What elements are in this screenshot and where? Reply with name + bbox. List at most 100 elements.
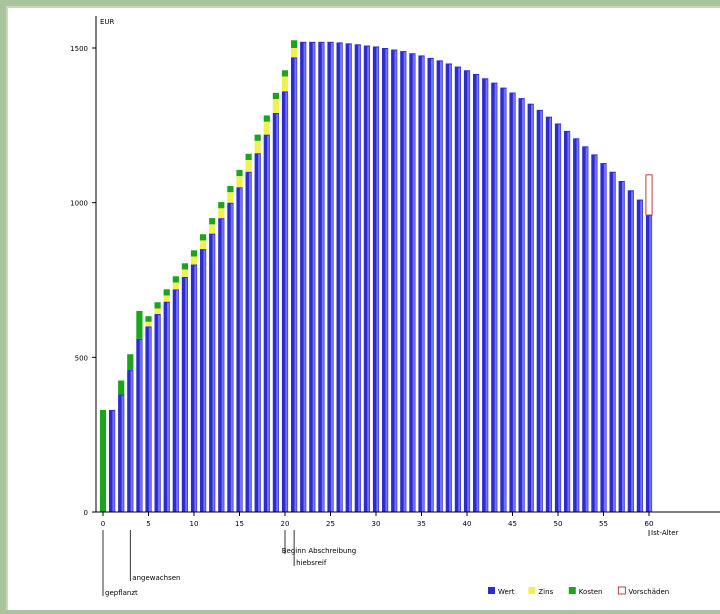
bar-kosten-4: [136, 310, 143, 339]
bar-wert-highlight-45: [512, 93, 515, 512]
bar-wert-highlight-37: [440, 61, 443, 513]
bar-wert-18: [263, 134, 270, 512]
bar-wert-highlight-46: [521, 99, 525, 512]
bar-wert-39: [454, 66, 461, 512]
bar-wert-17: [254, 153, 261, 512]
bar-wert-41: [473, 73, 480, 512]
bar-wert-highlight-20: [285, 92, 288, 512]
bar-wert-3: [127, 369, 134, 512]
bar-wert-14: [227, 202, 234, 512]
bar-wert-highlight-14: [230, 203, 233, 512]
bar-zins-5: [145, 321, 152, 327]
bar-wert-highlight-16: [248, 172, 252, 512]
bar-wert-highlight-8: [176, 290, 179, 512]
bar-wert-highlight-25: [330, 42, 333, 513]
bar-zins-7: [163, 295, 170, 302]
bar-wert-highlight-15: [239, 188, 242, 512]
bar-wert-59: [636, 199, 643, 512]
bar-kosten-0: [99, 409, 107, 512]
bar-wert-47: [527, 103, 534, 513]
bar-wert-highlight-32: [394, 50, 397, 513]
bar-wert-1: [109, 409, 116, 512]
bar-wert-highlight-44: [503, 88, 506, 512]
bar-wert-highlight-31: [385, 49, 388, 512]
bar-wert-highlight-34: [412, 54, 415, 512]
bar-wert-43: [491, 82, 498, 513]
bar-zins-21: [291, 48, 298, 58]
bars-group: [99, 40, 653, 513]
bar-wert-highlight-36: [430, 58, 434, 512]
bar-wert-highlight-24: [321, 42, 324, 513]
bar-wert-37: [436, 60, 443, 513]
bar-wert-60: [645, 215, 653, 513]
bar-wert-27: [345, 43, 352, 513]
bar-wert-40: [463, 70, 471, 512]
y-ticks-group: 0 500 1000 1500: [70, 45, 96, 517]
bar-wert-highlight-47: [531, 104, 534, 513]
bar-wert-29: [363, 45, 370, 513]
bar-wert-45: [509, 92, 516, 512]
bar-wert-highlight-26: [339, 43, 343, 512]
bar-zins-11: [200, 240, 207, 250]
x-ticks-group: 0 5 10 15 20 25 30 35 40 45 50 55 60: [101, 512, 654, 528]
bar-wert-20: [281, 91, 289, 512]
bar-wert-highlight-1: [112, 410, 115, 512]
x-tick-label-0: 0: [101, 520, 105, 528]
bar-wert-highlight-18: [267, 135, 270, 512]
bar-wert-highlight-43: [494, 83, 497, 513]
bar-wert-highlight-49: [549, 117, 552, 512]
bar-wert-49: [545, 116, 552, 512]
bar-wert-56: [609, 171, 616, 512]
bar-zins-16: [245, 159, 252, 172]
bar-wert-highlight-27: [349, 44, 352, 513]
bar-wert-23: [309, 41, 316, 513]
bar-wert-38: [445, 63, 452, 512]
bar-zins-9: [181, 269, 188, 277]
bar-wert-highlight-42: [485, 79, 488, 512]
legend-swatch-zins: [528, 587, 536, 594]
bar-wert-35: [418, 55, 425, 512]
bar-wert-24: [318, 41, 325, 513]
bar-zins-20: [281, 76, 289, 92]
bar-wert-26: [336, 42, 343, 512]
bar-wert-52: [573, 138, 580, 513]
x-tick-label-5: 5: [146, 520, 150, 528]
x-tick-label-60: 60: [645, 520, 654, 528]
legend-label-kosten: Kosten: [579, 588, 603, 596]
x-tick-label-20: 20: [281, 520, 290, 528]
bar-wert-highlight-23: [312, 42, 315, 513]
legend-swatch-kosten: [568, 587, 576, 594]
bar-kosten-2: [118, 380, 125, 395]
bar-kosten-12: [209, 218, 216, 225]
bar-wert-57: [618, 181, 625, 512]
y-tick-label-0: 0: [84, 509, 88, 517]
bar-wert-5: [145, 326, 152, 512]
x-tick-label-35: 35: [417, 520, 426, 528]
bar-kosten-20: [281, 70, 289, 77]
bar-wert-highlight-60: [649, 216, 652, 513]
bar-zins-18: [263, 121, 270, 135]
bar-wert-55: [600, 163, 607, 512]
bar-zins-19: [272, 99, 279, 113]
bar-wert-16: [245, 171, 252, 512]
bar-kosten-18: [263, 115, 270, 122]
bar-kosten-10: [190, 250, 198, 257]
annotation-label-ist-alter: Ist-Alter: [651, 529, 679, 537]
bar-chart: EUR 0 500 1000 1500 0 5 10 15 20 25 30 35 40 45 50 55 6…: [70, 16, 720, 597]
bar-wert-58: [627, 190, 634, 512]
bar-wert-21: [291, 57, 298, 512]
bar-kosten-21: [291, 40, 298, 48]
bar-wert-33: [400, 51, 407, 513]
bar-wert-highlight-39: [458, 67, 461, 512]
bar-zins-14: [227, 192, 234, 203]
bar-wert-highlight-55: [603, 164, 606, 512]
bar-wert-highlight-57: [622, 182, 625, 512]
x-tick-label-25: 25: [326, 520, 335, 528]
bar-wert-highlight-9: [185, 277, 188, 512]
bar-wert-9: [181, 276, 188, 512]
bar-wert-32: [391, 49, 398, 513]
y-tick-label-1000: 1000: [70, 200, 88, 208]
bar-wert-highlight-38: [449, 64, 452, 512]
bar-wert-30: [372, 46, 380, 512]
bar-zins-6: [154, 308, 161, 315]
